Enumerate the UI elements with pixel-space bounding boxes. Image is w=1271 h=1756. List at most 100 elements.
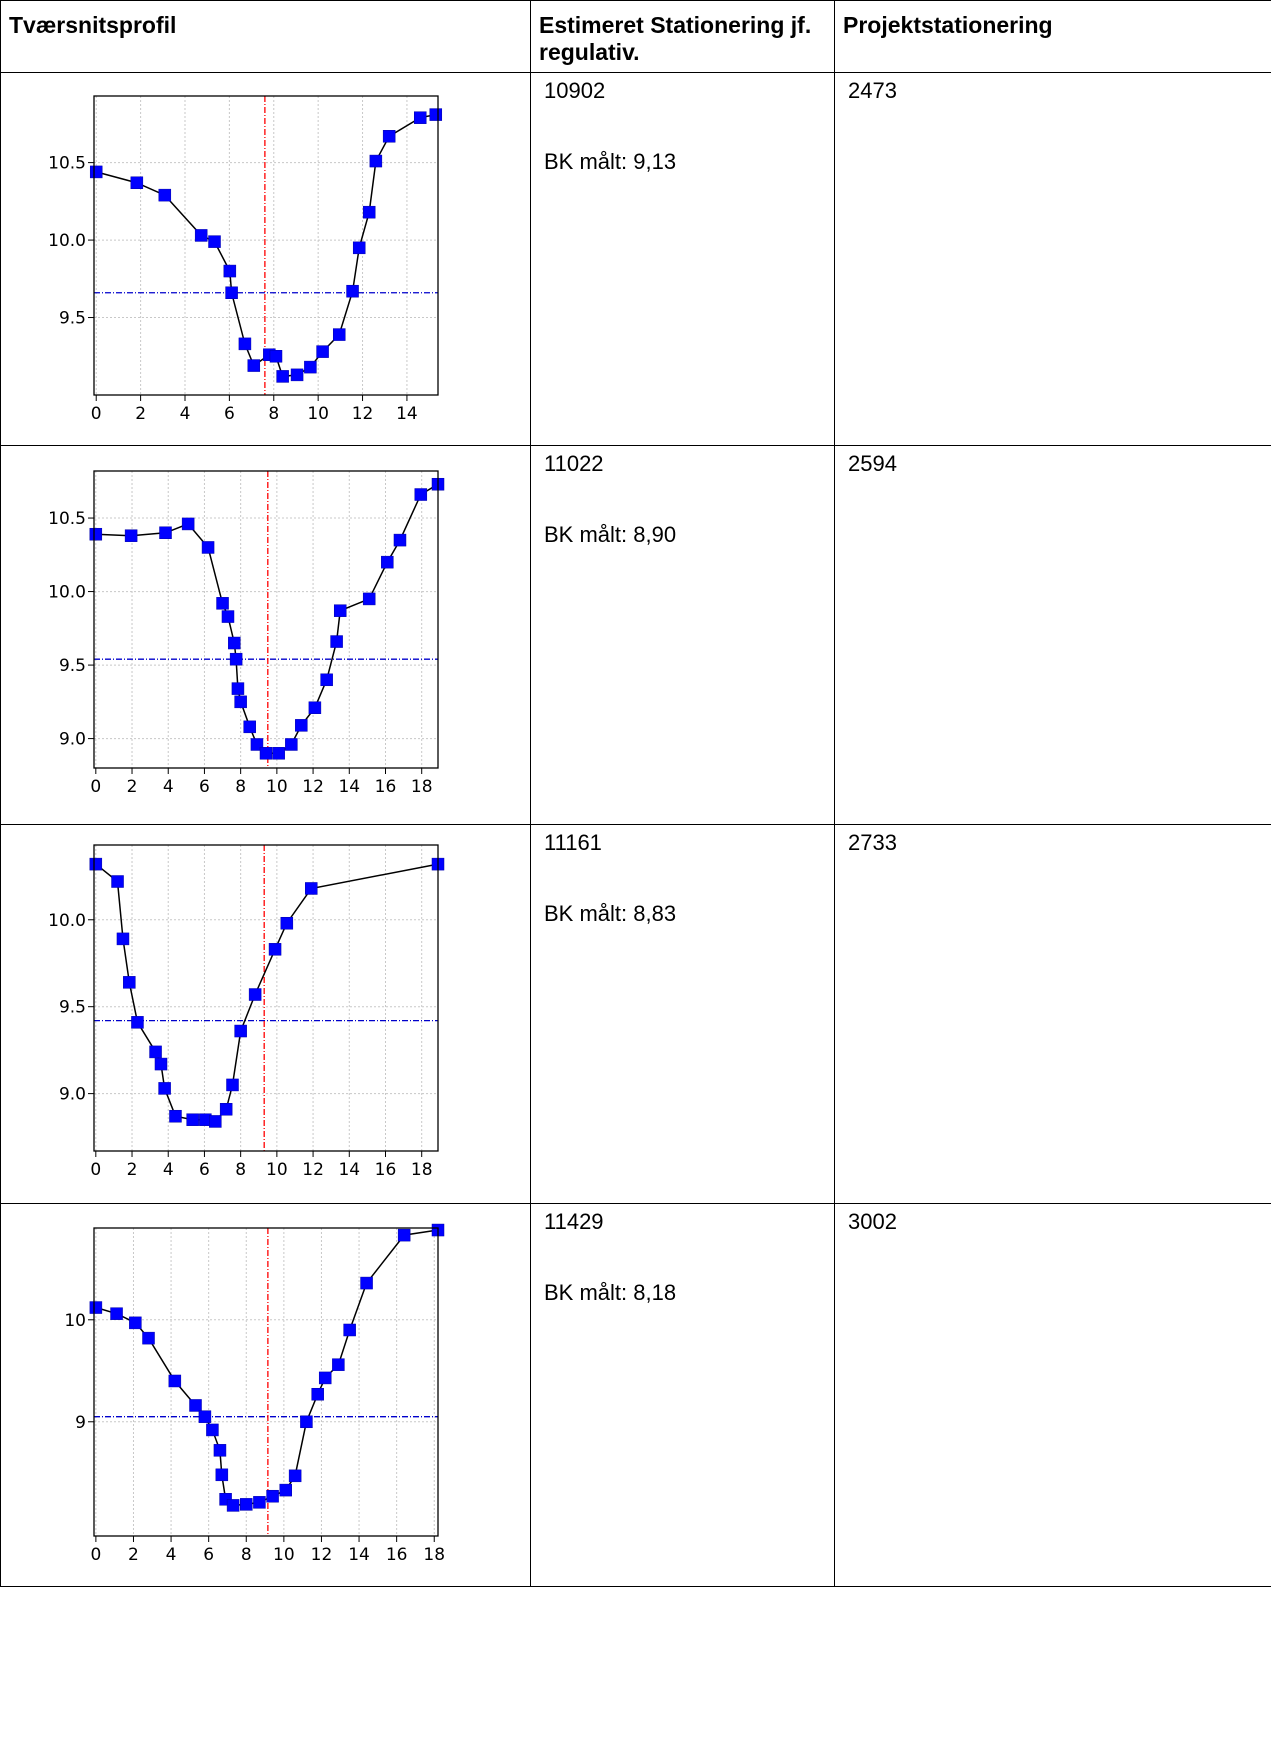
profile-point [369,154,383,168]
profile-point [253,1496,266,1509]
header-row: Tværsnitsprofil Estimeret Stationering j… [0,0,1271,73]
profile-point [158,188,172,202]
profile-point [247,359,261,372]
profile-line [96,113,436,378]
y-tick-label: 9.5 [59,656,86,676]
profile-point [320,673,333,687]
profile-point [308,701,322,714]
project-station-value: 2733 [848,830,897,855]
profile-point [231,682,245,695]
profile-point [288,1469,302,1483]
profile-point [226,1078,239,1092]
x-tick-label: 12 [352,404,374,424]
profile-point [111,875,124,888]
profile-point [158,1082,171,1095]
cross-section-chart-4: 0 2 4 6 8 10 12 14 16 18 9 10 [64,1223,445,1565]
profile-point [290,368,304,382]
profile-point [318,1371,332,1385]
cross-section-chart-1: 0 2 4 6 8 10 12 14 9.5 10.0 10.5 [48,95,443,424]
x-tick-label: 18 [411,777,433,797]
table-row: 0 2 4 6 8 10 12 14 9.5 10.0 10.5 10902 BK målt: 9,1… [0,72,1271,446]
profile-point [110,1307,123,1320]
project-station-value: 3002 [848,1209,897,1234]
plot-frame [93,470,439,769]
profile-point [89,527,103,541]
y-tick-label: 9.5 [59,998,86,1018]
estimated-station-cell: 11429 BK målt: 8,18 [530,1203,835,1587]
plot-frame [93,844,439,1152]
x-tick-label: 16 [375,1160,397,1180]
profile-cell: 0 2 4 6 8 10 12 14 16 18 9.0 9.5 10.0 [0,824,531,1204]
y-tick-label: 9 [75,1413,86,1433]
project-station-cell: 2733 [834,824,1271,1204]
y-tick-label: 10.0 [48,583,86,603]
profile-point [397,1228,411,1242]
x-tick-label: 4 [166,1545,177,1565]
estimated-station-value: 11429 [544,1209,604,1234]
bk-measured: BK målt: 8,18 [544,1280,677,1305]
x-tick-label: 6 [199,1160,210,1180]
table-row: 0 2 4 6 8 10 12 14 16 18 9 10 11429 BK målt: 8,18 30… [0,1203,1271,1587]
profile-cell: 0 2 4 6 8 10 12 14 9.5 10.0 10.5 [0,72,531,446]
x-tick-label: 0 [90,777,101,797]
profile-point [116,932,130,946]
profile-point [234,695,247,709]
x-tick-label: 4 [163,777,174,797]
x-tick-label: 10 [266,777,288,797]
bk-measured: BK målt: 9,13 [544,149,677,174]
profile-point [285,738,298,751]
profile-point [89,1301,103,1314]
profile-point [89,857,103,871]
x-tick-label: 6 [224,404,235,424]
x-tick-label: 18 [411,1160,433,1180]
y-tick-label: 10.0 [48,231,86,251]
profile-point [221,610,235,623]
x-tick-label: 16 [375,777,397,797]
x-tick-label: 14 [338,777,360,797]
cross-section-chart-2: 0 2 4 6 8 10 12 14 16 18 9.0 9.5 10.0 10.5 [48,470,445,797]
estimated-station-value: 11161 [544,830,602,855]
profile-point [280,916,294,930]
profile-point [272,747,285,760]
estimated-station-value: 11022 [544,451,604,476]
x-tick-label: 14 [396,404,418,424]
profile-point [149,1045,162,1059]
profile-point [124,529,138,542]
profile-point [130,176,144,190]
profile-point [332,328,346,341]
table-row: 0 2 4 6 8 10 12 14 16 18 9.0 9.5 10.0 10.5 11022 BK må… [0,445,1271,825]
profile-point [209,1115,222,1128]
table-row: 0 2 4 6 8 10 12 14 16 18 9.0 9.5 10.0 11161 BK målt: … [0,824,1271,1204]
profile-point [305,882,318,895]
profile-point [123,976,136,989]
y-tick-label: 9.0 [59,1085,86,1105]
bk-measured: BK målt: 8,90 [544,522,677,547]
header-profile: Tværsnitsprofil [0,0,531,73]
profile-line [95,863,439,1123]
profile-point [352,241,366,255]
profile-point [346,284,359,298]
profile-point [333,604,347,617]
profile-table: Tværsnitsprofil Estimeret Stationering j… [0,0,1271,1587]
profile-point [311,1387,324,1401]
x-tick-label: 8 [241,1545,252,1565]
profile-point [189,1399,202,1412]
profile-cell: 0 2 4 6 8 10 12 14 16 18 9.0 9.5 10.0 10.5 [0,445,531,825]
profile-point [259,747,273,760]
x-tick-label: 10 [273,1545,295,1565]
profile-point [362,592,376,606]
profile-point [382,130,396,143]
profile-point [142,1331,155,1345]
profile-point [429,108,443,121]
x-tick-label: 12 [311,1545,333,1565]
x-tick-label: 8 [235,777,246,797]
profile-point [393,533,407,547]
x-tick-label: 8 [268,404,279,424]
x-tick-label: 2 [127,777,138,797]
profile-point [360,1276,373,1290]
profile-point [381,555,394,569]
profile-point [300,1415,313,1429]
profile-point [225,286,238,300]
estimated-station-cell: 10902 BK målt: 9,13 [530,72,835,446]
profile-point [154,1057,168,1071]
